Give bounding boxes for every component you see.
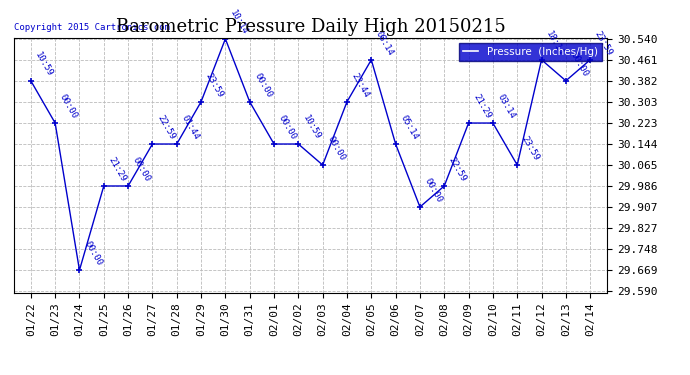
Text: 21:29: 21:29 [106,155,128,183]
Text: 10:59: 10:59 [34,50,55,78]
Text: 23:59: 23:59 [204,71,225,99]
Text: 01:44: 01:44 [179,114,201,141]
Text: 00:00: 00:00 [326,135,346,162]
Text: 10:14: 10:14 [228,8,249,36]
Text: 00:00: 00:00 [423,176,444,204]
Text: Copyright 2015 Cartronics.com: Copyright 2015 Cartronics.com [14,23,170,32]
Text: 22:59: 22:59 [447,155,469,183]
Text: 22:59: 22:59 [155,114,177,141]
Title: Barometric Pressure Daily High 20150215: Barometric Pressure Daily High 20150215 [116,18,505,36]
Text: 00:00: 00:00 [82,240,104,267]
Text: 08:14: 08:14 [374,29,395,57]
Text: 00:00: 00:00 [131,155,152,183]
Text: 18:14: 18:14 [544,29,566,57]
Text: 00:00: 00:00 [277,114,298,141]
Legend: Pressure  (Inches/Hg): Pressure (Inches/Hg) [459,43,602,61]
Text: 23:44: 23:44 [350,71,371,99]
Text: 05:14: 05:14 [398,114,420,141]
Text: 03:14: 03:14 [495,93,517,120]
Text: 23:59: 23:59 [520,135,541,162]
Text: 00:00: 00:00 [253,71,274,99]
Text: 10:59: 10:59 [301,114,322,141]
Text: 00:00: 00:00 [58,93,79,120]
Text: 21:29: 21:29 [471,93,493,120]
Text: 23:59: 23:59 [593,29,614,57]
Text: 00:00: 00:00 [569,50,590,78]
